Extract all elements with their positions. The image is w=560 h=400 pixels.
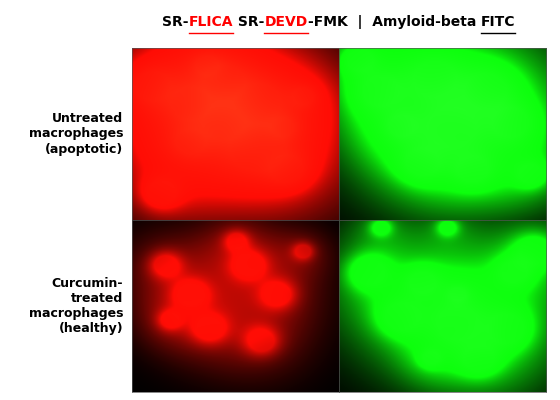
Text: SR-: SR- <box>162 15 189 29</box>
Text: DEVD: DEVD <box>264 15 308 29</box>
Text: FITC: FITC <box>481 15 516 29</box>
Text: Curcumin-
treated
macrophages
(healthy): Curcumin- treated macrophages (healthy) <box>29 277 123 335</box>
Text: FLICA: FLICA <box>189 15 233 29</box>
Text: SR-: SR- <box>233 15 264 29</box>
Text: Untreated
macrophages
(apoptotic): Untreated macrophages (apoptotic) <box>29 112 123 156</box>
Text: -FMK  |  Amyloid-beta: -FMK | Amyloid-beta <box>308 15 481 29</box>
